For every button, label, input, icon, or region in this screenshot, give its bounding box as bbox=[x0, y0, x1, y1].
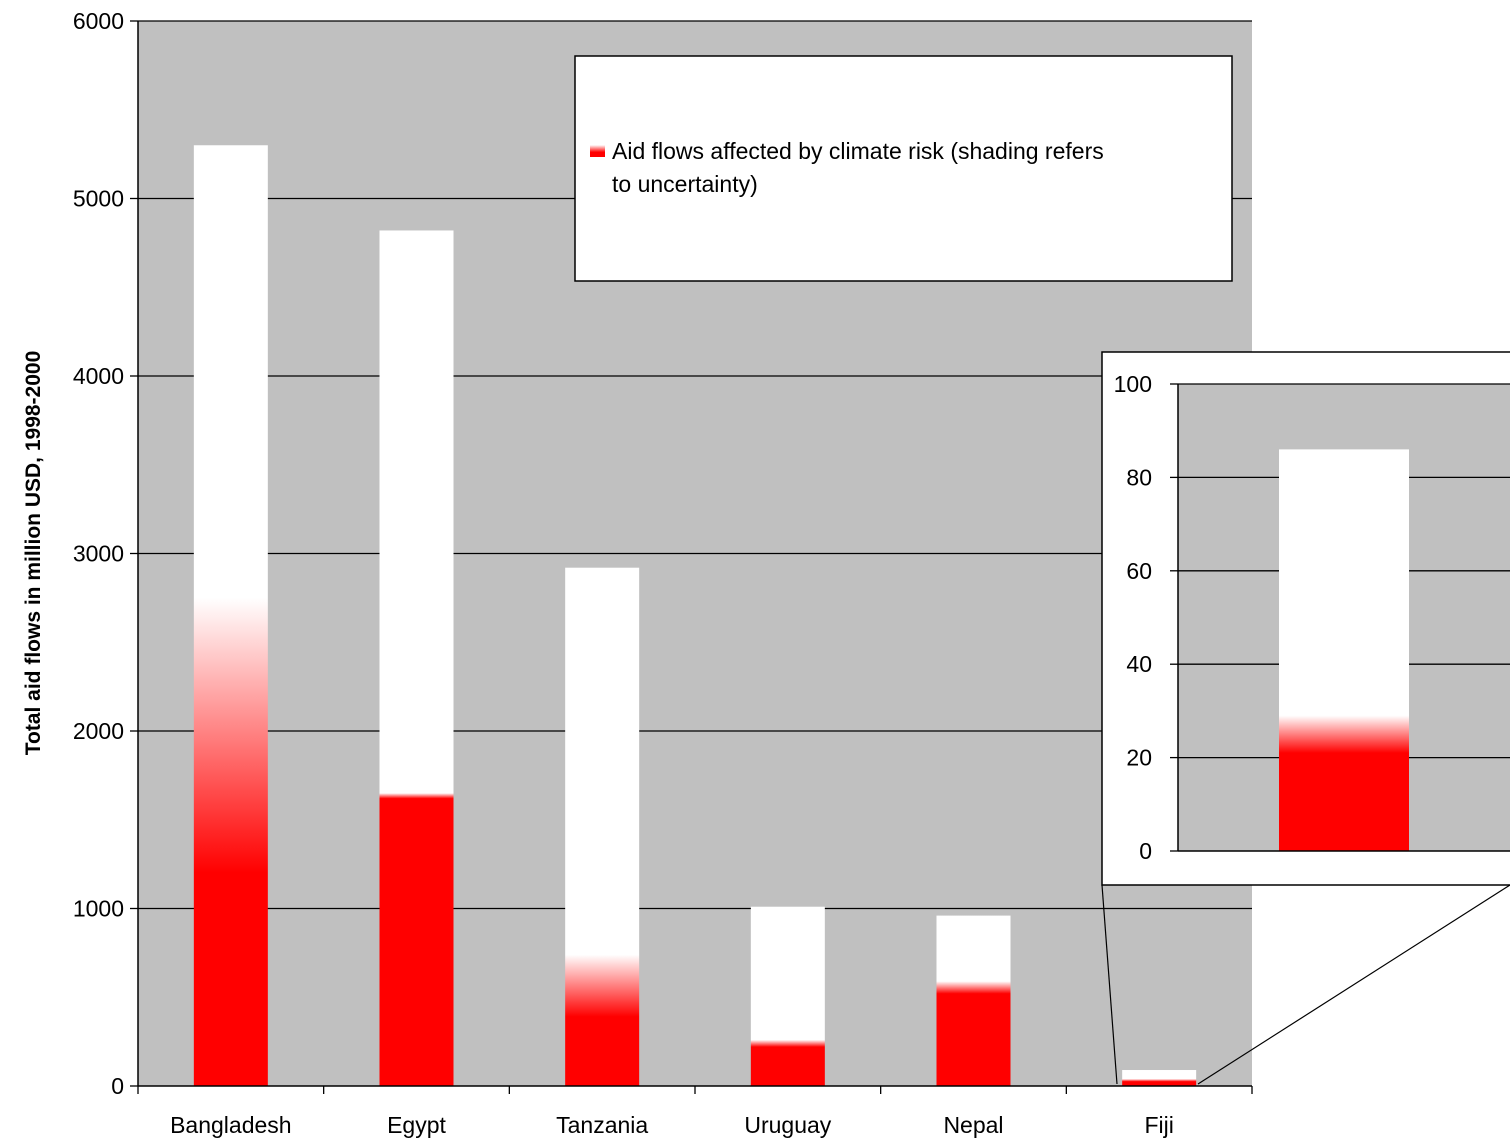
inset-y-tick-label: 60 bbox=[1126, 558, 1152, 584]
x-tick-label: Egypt bbox=[387, 1112, 446, 1138]
inset-y-tick-label: 100 bbox=[1114, 371, 1152, 397]
y-axis-title: Total aid flows in million USD, 1998-200… bbox=[22, 351, 45, 756]
inset-y-tick-label: 40 bbox=[1126, 651, 1152, 677]
y-tick-label: 4000 bbox=[73, 363, 124, 389]
x-tick-label: Tanzania bbox=[556, 1112, 648, 1138]
bar-nepal bbox=[937, 916, 1011, 1086]
y-tick-label: 0 bbox=[111, 1073, 124, 1099]
legend-label-line1: Aid flows affected by climate risk (shad… bbox=[612, 138, 1104, 164]
inset-y-tick-label: 20 bbox=[1126, 745, 1152, 771]
legend-label-line2: to uncertainty) bbox=[612, 171, 758, 197]
y-tick-label: 2000 bbox=[73, 718, 124, 744]
legend: Aid flows affected by climate risk (shad… bbox=[575, 56, 1232, 281]
bar-uruguay bbox=[751, 907, 825, 1086]
inset-y-tick-label: 0 bbox=[1139, 838, 1152, 864]
bar-fiji bbox=[1122, 1070, 1196, 1086]
y-tick-label: 3000 bbox=[73, 541, 124, 567]
y-tick-label: 1000 bbox=[73, 896, 124, 922]
inset-chart: 0 20 40 60 80 100 bbox=[1102, 352, 1510, 885]
x-tick-label: Bangladesh bbox=[170, 1112, 292, 1138]
inset-bars bbox=[1279, 449, 1409, 851]
y-tick-label: 5000 bbox=[73, 186, 124, 212]
main-x-tick-labels: Bangladesh Egypt Tanzania Uruguay Nepal Fiji bbox=[170, 1112, 1174, 1138]
bar-tanzania bbox=[565, 568, 639, 1086]
x-tick-label: Nepal bbox=[943, 1112, 1003, 1138]
inset-y-tick-label: 80 bbox=[1126, 464, 1152, 490]
legend-swatch bbox=[590, 145, 605, 157]
x-tick-label: Fiji bbox=[1144, 1112, 1173, 1138]
x-tick-label: Uruguay bbox=[744, 1112, 831, 1138]
inset-bar-fiji bbox=[1279, 449, 1409, 851]
main-y-tick-labels: 0 1000 2000 3000 4000 5000 6000 bbox=[73, 8, 124, 1099]
bar-egypt bbox=[380, 230, 454, 1086]
y-tick-label: 6000 bbox=[73, 8, 124, 34]
bar-bangladesh bbox=[194, 145, 268, 1086]
